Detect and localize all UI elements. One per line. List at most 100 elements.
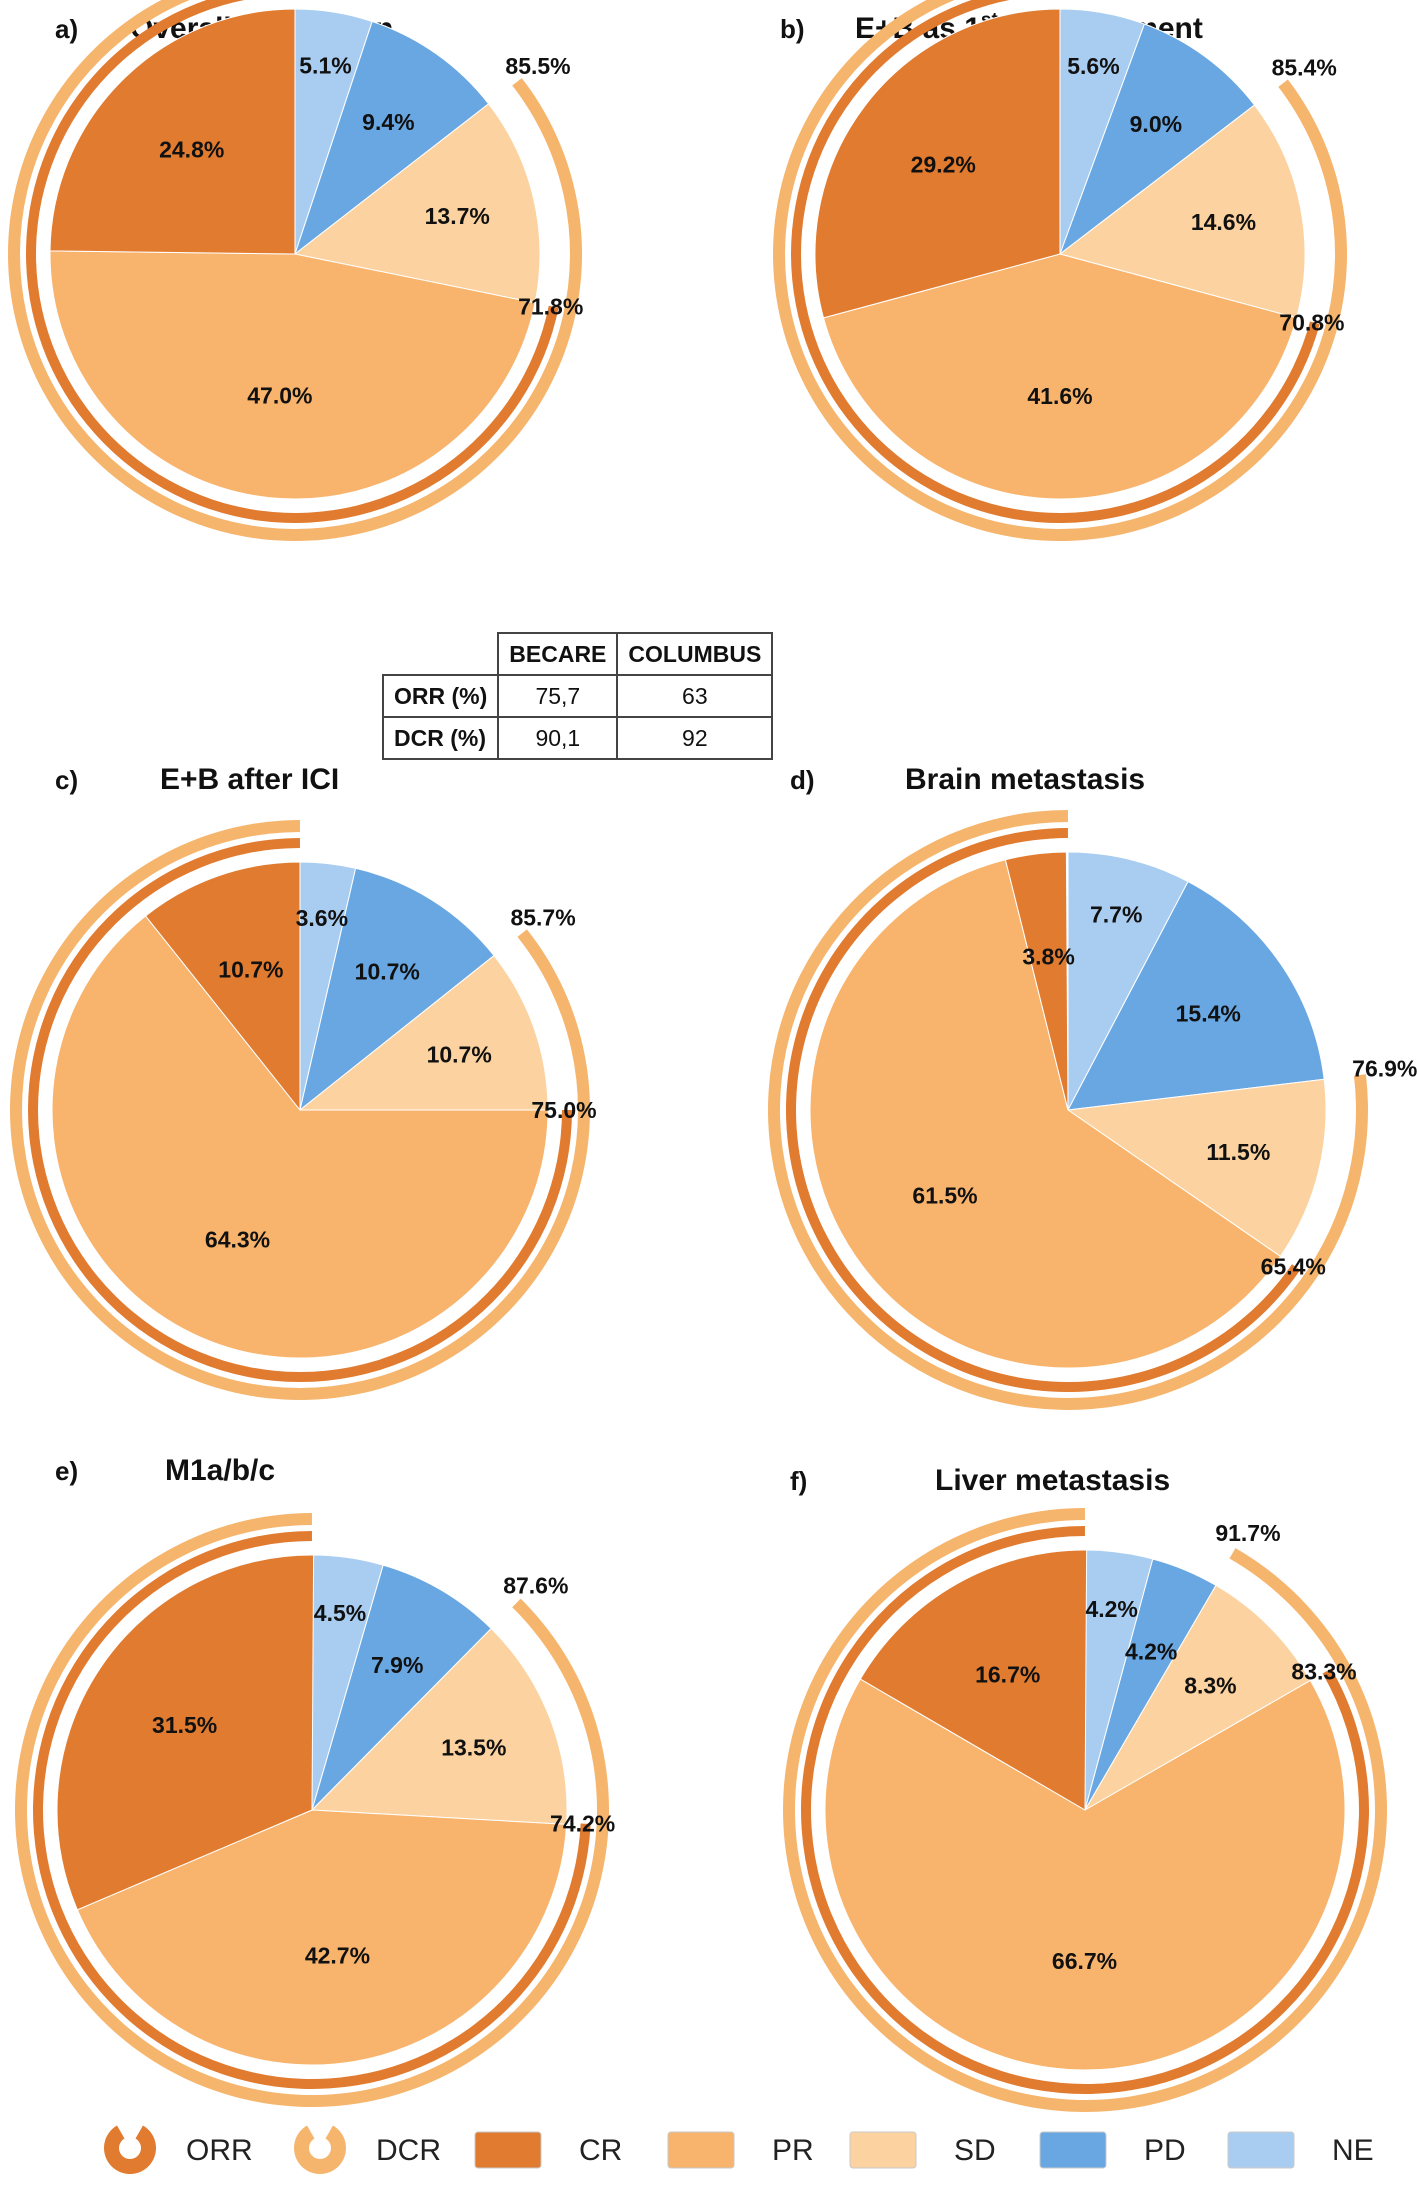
slice-label: 5.6% [1067, 53, 1119, 79]
table-header-becare: BECARE [497, 632, 619, 676]
slice-label: 11.5% [1206, 1139, 1270, 1165]
legend-swatch-pr [667, 2131, 735, 2169]
panel-letter: c) [55, 765, 78, 795]
slice-label: 16.7% [975, 1661, 1040, 1687]
table-header-row: BECARE COLUMBUS [383, 632, 774, 676]
panel-title: M1a/b/c [165, 1454, 275, 1487]
slice-label: 15.4% [1176, 1000, 1241, 1026]
pie-slice-sd [1083, 1584, 1312, 1812]
slice-label: 7.9% [371, 1652, 423, 1678]
legend-label-orr: ORR [186, 2134, 253, 2167]
legend-label-pr: PR [772, 2134, 814, 2167]
dcr-label: 85.5% [505, 53, 570, 79]
orr-label: 70.8% [1279, 310, 1344, 336]
legend-label-sd: SD [954, 2134, 996, 2167]
pie-panel-4: d) Brain metastasis 7.7% 15.4% 11.5% 61.5% 3.8… [768, 763, 1417, 1410]
pie-slice-sd [1058, 104, 1306, 319]
dcr-label: 76.9% [1352, 1056, 1417, 1082]
table-header-columbus: COLUMBUS [616, 632, 774, 676]
slice-label: 4.5% [314, 1600, 366, 1626]
slice-label: 61.5% [912, 1182, 977, 1208]
legend-swatch-pd [1039, 2131, 1107, 2169]
pie-panel-2: b)E+B as 1st line treatment5.6%9.0%14.6%… [773, 0, 1347, 541]
pie-slice-sd [298, 954, 549, 1111]
legend-swatch-ne [1227, 2131, 1295, 2169]
table-cell-becare: 90,1 [497, 716, 619, 760]
orr-legend-icon [103, 2125, 157, 2175]
pie-panel-1: a)Overall population5.1%9.4%13.7%47.0%24… [8, 0, 583, 541]
slice-label: 9.0% [1130, 111, 1182, 137]
slice-label: 9.4% [362, 109, 414, 135]
panel-title: E+B after ICI [160, 763, 339, 796]
orr-label: 83.3% [1291, 1659, 1356, 1685]
slice-label: 7.7% [1090, 902, 1142, 928]
pie-slice-cr [56, 1554, 315, 1911]
pie-slice-cr [1004, 851, 1069, 1111]
slice-label: 64.3% [205, 1227, 270, 1253]
dcr-label: 85.7% [510, 904, 575, 930]
pie-slice-pr [824, 1678, 1346, 2071]
slice-label: 10.7% [218, 957, 283, 983]
dcr-label: 85.4% [1272, 55, 1337, 81]
table-cell-columbus: 63 [616, 674, 774, 718]
pie-panel-6: f) Liver metastasis 4.2% 4.2% 8.3% 66.7% 16.7%… [783, 1464, 1387, 2112]
pie-slice-pd [311, 1564, 492, 1811]
pie-slice-ne [1067, 851, 1189, 1111]
slice-label: 4.2% [1085, 1596, 1137, 1622]
slice-label: 24.8% [159, 136, 224, 162]
pie-slice-pr [76, 1809, 568, 2066]
panel-letter: b) [780, 14, 805, 44]
slice-label: 41.6% [1027, 383, 1092, 409]
legend-label-pd: PD [1144, 2134, 1186, 2167]
slice-label: 10.7% [427, 1041, 492, 1067]
panel-letter: d) [790, 765, 815, 795]
orr-label: 75.0% [531, 1097, 596, 1123]
panel-letter: e) [55, 1456, 78, 1486]
legend-label-dcr: DCR [376, 2134, 441, 2167]
dcr-label: 87.6% [503, 1572, 568, 1598]
table-corner-cell [383, 633, 500, 676]
slice-label: 4.2% [1125, 1639, 1177, 1665]
pie-slice-cr [144, 861, 301, 1112]
legend-label-ne: NE [1332, 2134, 1374, 2167]
slice-label: 29.2% [911, 152, 976, 178]
pie-slice-cr [49, 8, 296, 255]
orr-label: 65.4% [1261, 1254, 1326, 1280]
pie-slice-pr [49, 250, 536, 500]
slice-label: 47.0% [247, 382, 312, 408]
slice-label: 3.6% [296, 905, 348, 931]
legend-swatch-sd [849, 2131, 917, 2169]
slice-label: 42.7% [305, 1943, 370, 1969]
slice-label: 13.7% [425, 203, 490, 229]
pie-slice-pr [822, 253, 1298, 500]
pie-slice-sd [1066, 1078, 1327, 1258]
table-row: ORR (%) 75,7 63 [381, 674, 774, 718]
pie-slice-sd [293, 103, 541, 304]
legend-swatch-cr [474, 2131, 542, 2169]
panel-letter: a) [55, 14, 78, 44]
legend-label-cr: CR [579, 2134, 622, 2167]
slice-label: 10.7% [355, 959, 420, 985]
pie-slice-pd [1067, 880, 1325, 1111]
pie-slice-pd [294, 20, 490, 256]
orr-label: 74.2% [550, 1811, 615, 1837]
dcr-label: 91.7% [1215, 1520, 1280, 1546]
pie-slice-sd [310, 1627, 568, 1825]
legend: ORR DCR CR PR SD PD NE [103, 2125, 1374, 2175]
pie-slice-cr [859, 1549, 1088, 1811]
table-row-label: ORR (%) [381, 674, 500, 718]
pie-slice-cr [814, 8, 1061, 319]
panel-title: Brain metastasis [905, 763, 1145, 796]
slice-label: 5.1% [299, 52, 351, 78]
orr-label: 71.8% [518, 294, 583, 320]
table-row-label: DCR (%) [381, 716, 500, 760]
pie-slice-pd [299, 867, 495, 1112]
table-row: DCR (%) 90,1 92 [381, 716, 774, 760]
slice-label: 14.6% [1191, 209, 1256, 235]
comparison-table: BECARE COLUMBUS ORR (%) 75,7 63 DCR (%) … [381, 632, 774, 760]
pie-panel-5: e) M1a/b/c 4.5%7.9% 13.5% 42.7% 31.5% 87.6% 74.… [14, 1454, 615, 2107]
slice-label: 66.7% [1052, 1948, 1117, 1974]
slice-label: 3.8% [1022, 943, 1074, 969]
slice-label: 13.5% [441, 1735, 506, 1761]
table-cell-becare: 75,7 [497, 674, 619, 718]
